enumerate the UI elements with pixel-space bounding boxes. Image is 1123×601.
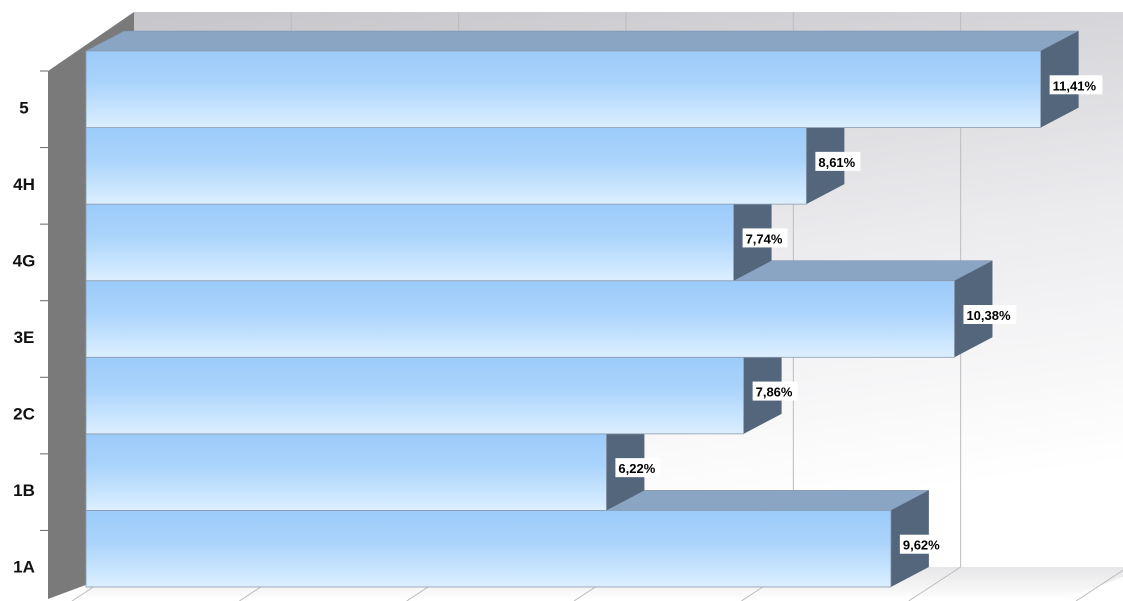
value-label: 7,86% <box>756 385 793 400</box>
value-label: 8,61% <box>818 155 855 170</box>
category-label: 1B <box>13 481 35 500</box>
value-label-box <box>752 381 798 401</box>
category-label: 2C <box>13 405 35 424</box>
bars-group <box>85 30 1079 588</box>
value-label-box <box>615 458 661 478</box>
category-label: 1A <box>13 558 35 577</box>
category-label: 4G <box>13 251 36 270</box>
value-label: 9,62% <box>903 538 940 553</box>
value-label-box <box>963 305 1017 324</box>
bar-front-face <box>85 280 955 358</box>
value-label-box <box>1049 75 1103 95</box>
value-labels: 9,62% 6,22% 7,86% 10,38% 7,74% 8,61% 11,41% <box>615 75 1103 554</box>
bar-front-face <box>85 433 607 511</box>
bar-front-face <box>85 356 745 435</box>
value-label-box <box>899 534 945 554</box>
value-label: 7,74% <box>746 231 783 246</box>
value-label: 11,41% <box>1053 78 1097 93</box>
category-label: 3E <box>14 328 35 347</box>
value-label-box <box>742 228 788 248</box>
category-label: 4H <box>13 175 35 194</box>
value-label: 6,22% <box>618 461 655 476</box>
bar-5 <box>85 30 1079 128</box>
floor-gridline <box>908 566 961 601</box>
value-label: 10,38% <box>966 308 1011 323</box>
bar-front-face <box>85 127 807 205</box>
bar-top-face <box>85 30 1079 52</box>
bar-front-face <box>85 510 892 588</box>
bar-front-face <box>85 203 734 282</box>
category-label: 5 <box>19 98 28 117</box>
floor-gridline <box>1075 569 1123 601</box>
category-labels: 1A 1B 2C 3E 4G 4H 5 <box>13 98 36 576</box>
bar-front-face <box>85 50 1042 128</box>
value-label-box <box>815 151 861 171</box>
